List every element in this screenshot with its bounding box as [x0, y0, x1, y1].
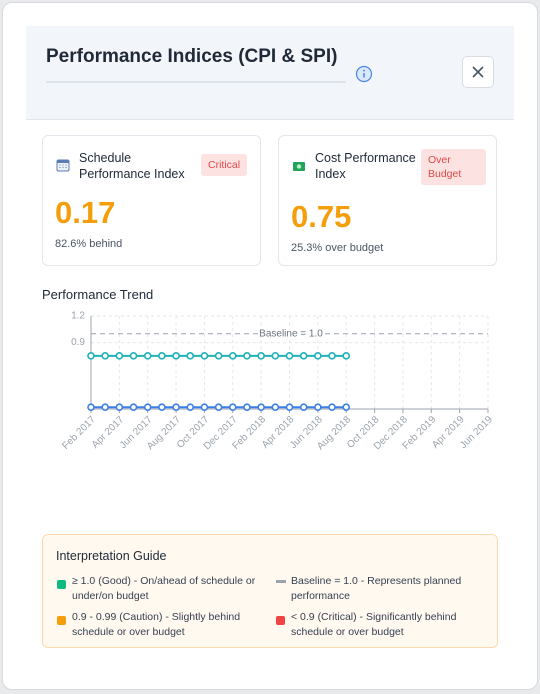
data-point [172, 352, 180, 360]
guide-item: Baseline = 1.0 - Represents planned perf… [291, 575, 462, 602]
title-underline [46, 81, 346, 83]
data-point [158, 352, 166, 360]
dialog-title: Performance Indices (CPI & SPI) [46, 46, 338, 67]
data-point [115, 403, 124, 412]
data-point [143, 352, 152, 360]
close-button[interactable] [462, 56, 494, 88]
card-note: 25.3% over budget [291, 242, 384, 254]
data-point [214, 403, 223, 412]
data-point [271, 352, 280, 360]
status-badge: Over Budget [421, 149, 486, 185]
card-note: 82.6% behind [55, 238, 123, 250]
data-point [243, 352, 251, 360]
card-value: 0.75 [291, 199, 352, 234]
data-point [115, 352, 124, 360]
data-point [143, 403, 152, 412]
data-point [257, 403, 265, 412]
data-point [228, 352, 237, 360]
legend-swatch [276, 580, 286, 583]
data-point [172, 403, 180, 412]
close-icon [472, 66, 484, 78]
guide-item: 0.9 - 0.99 (Caution) - Slightly behind s… [72, 611, 241, 638]
data-point [129, 352, 138, 360]
guide-title: Interpretation Guide [56, 549, 167, 563]
data-point [200, 352, 209, 360]
data-point [214, 352, 223, 360]
data-point [129, 403, 138, 412]
spi-card: Schedule Performance Index Critical 0.17… [42, 135, 261, 266]
data-point [186, 352, 195, 360]
legend-swatch [57, 580, 66, 589]
data-point [271, 403, 280, 412]
card-label: Cost Performance Index [315, 151, 416, 181]
y-tick-label: 1.2 [71, 311, 85, 322]
legend-swatch [57, 616, 66, 625]
data-point [200, 403, 209, 412]
data-point [87, 352, 95, 360]
baseline-label-bg [258, 327, 324, 340]
chart-title: Performance Trend [42, 287, 154, 302]
data-point [285, 403, 294, 412]
data-point [101, 403, 109, 412]
data-point [314, 352, 322, 360]
data-point [285, 352, 294, 360]
interpretation-guide: Interpretation Guide ≥ 1.0 (Good) - On/a… [42, 534, 498, 648]
data-point [158, 403, 166, 412]
money-icon [293, 162, 305, 171]
card-value: 0.17 [55, 195, 116, 230]
data-point [186, 403, 195, 412]
header: Performance Indices (CPI & SPI) [26, 26, 514, 120]
data-point [328, 352, 336, 360]
info-icon[interactable] [355, 65, 373, 83]
data-point [228, 403, 237, 412]
card-label: Schedule Performance Index [79, 151, 185, 181]
data-point [87, 403, 95, 412]
data-point [328, 403, 336, 412]
data-point [342, 403, 351, 412]
calendar-icon [56, 159, 70, 172]
data-point [299, 352, 308, 360]
data-point [342, 352, 351, 360]
cpi-card: Cost Performance Index Over Budget 0.75 … [278, 135, 497, 266]
status-badge: Critical [201, 154, 248, 176]
data-point [257, 352, 265, 360]
y-tick-label: 0.9 [71, 337, 85, 348]
legend-swatch [276, 616, 285, 625]
data-point [101, 352, 109, 360]
data-point [243, 403, 251, 412]
data-point [314, 403, 322, 412]
data-point [299, 403, 308, 412]
baseline-label: Baseline = 1.0 [259, 328, 323, 339]
guide-item: < 0.9 (Critical) - Significantly behind … [291, 611, 457, 638]
guide-item: ≥ 1.0 (Good) - On/ahead of schedule or u… [72, 575, 256, 602]
